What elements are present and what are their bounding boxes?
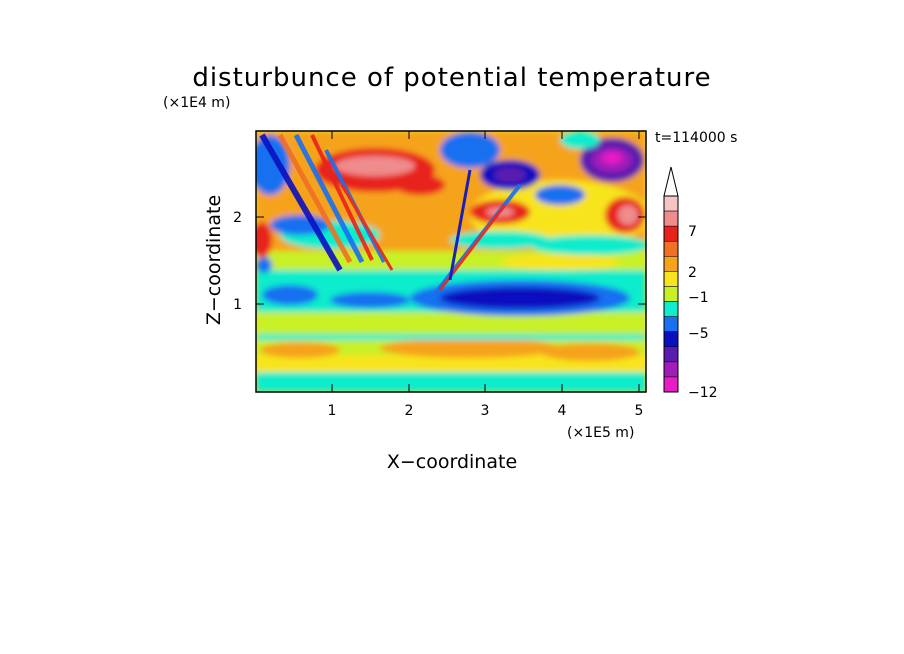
x-tick-5: 5 [635,403,644,419]
y-tick-1: 1 [233,297,242,313]
x-tick-4: 4 [558,403,567,419]
y-axis-label: Z−coordinate [203,195,225,325]
time-label: t=114000 s [655,130,737,146]
colorbar-level-1 [664,211,678,226]
colorbar-label-minus12: −12 [688,385,718,401]
colorbar-overflow-arrow [664,167,678,196]
x-tick-2: 2 [405,403,414,419]
colorbar-level-3 [664,241,678,256]
colorbar-label-minus5: −5 [688,326,709,342]
colorbar-label-2: 2 [688,265,697,281]
colorbar-level-10 [664,347,678,362]
x-unit-label: (×1E5 m) [567,425,634,441]
contour-field [250,131,650,392]
chart-title: disturbunce of potential temperature [192,63,711,93]
colorbar-level-4 [664,256,678,271]
colorbar-level-2 [664,226,678,241]
colorbar-level-5 [664,271,678,286]
colorbar-level-7 [664,302,678,317]
x-tick-3: 3 [481,403,490,419]
colorbar-level-0 [664,196,678,211]
colorbar [664,167,678,392]
colorbar-label-minus1: −1 [688,290,709,306]
colorbar-level-6 [664,286,678,301]
colorbar-level-12 [664,377,678,392]
y-tick-2: 2 [233,210,242,226]
x-axis-label: X−coordinate [387,451,517,473]
y-unit-label: (×1E4 m) [163,95,230,111]
colorbar-level-9 [664,332,678,347]
x-tick-1: 1 [328,403,337,419]
colorbar-level-11 [664,362,678,377]
colorbar-level-8 [664,317,678,332]
colorbar-label-7: 7 [688,224,697,240]
